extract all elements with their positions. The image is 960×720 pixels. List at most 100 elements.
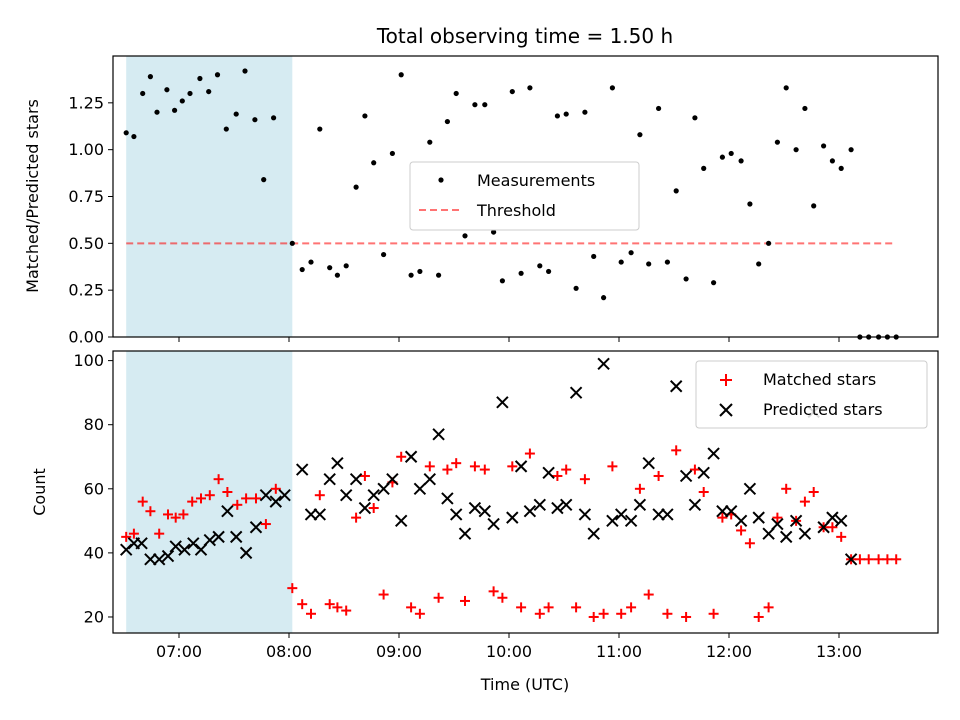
measurement-point xyxy=(609,85,616,91)
legend-label-threshold: Threshold xyxy=(476,201,556,220)
measurement-point xyxy=(802,105,808,112)
top-y-tick-label: 0.25 xyxy=(68,281,104,300)
x-tick-label: 11:00 xyxy=(596,642,642,661)
matched-stars-point xyxy=(626,602,637,613)
matched-stars-point xyxy=(178,509,189,520)
legend-marker-matched-stars xyxy=(720,374,732,386)
top-x-axis xyxy=(178,337,840,342)
measurement-point xyxy=(783,85,789,91)
predicted-stars-point xyxy=(679,469,693,483)
matched-stars-point xyxy=(561,464,572,475)
predicted-stars-point xyxy=(239,546,253,560)
measurement-point xyxy=(491,229,497,235)
predicted-stars-point xyxy=(441,492,454,505)
predicted-stars-point xyxy=(468,501,482,515)
matched-stars-point xyxy=(662,608,673,619)
measurement-point xyxy=(811,203,817,209)
measurement-point xyxy=(692,115,698,121)
measurement-point xyxy=(453,90,459,97)
predicted-stars-point xyxy=(323,472,336,486)
measurement-point xyxy=(838,165,844,171)
predicted-stars-point xyxy=(349,472,363,486)
measurement-point xyxy=(683,276,689,282)
matched-stars-point xyxy=(516,602,527,613)
predicted-stars-point xyxy=(404,450,418,463)
matched-stars-point xyxy=(653,470,664,481)
predicted-stars-point xyxy=(652,508,665,521)
measurement-point xyxy=(701,165,707,171)
measurement-point xyxy=(563,111,569,117)
top-y-axis-label: Matched/Predicted stars xyxy=(23,99,42,293)
measurement-point xyxy=(766,240,772,246)
predicted-stars-point xyxy=(614,508,628,521)
bottom-data-layer xyxy=(119,357,902,622)
bottom-y-tick-label: 40 xyxy=(84,543,104,562)
x-tick-label: 07:00 xyxy=(156,642,202,661)
measurement-point xyxy=(308,259,314,265)
matched-stars-point xyxy=(763,602,774,613)
predicted-stars-point xyxy=(506,511,519,524)
matched-stars-point xyxy=(469,461,480,472)
measurement-point xyxy=(527,85,533,91)
legend-marker-predicted-stars xyxy=(719,403,733,417)
predicted-stars-point xyxy=(743,482,757,496)
predicted-stars-point xyxy=(734,514,748,528)
matched-stars-point xyxy=(616,608,627,619)
predicted-stars-point xyxy=(779,530,793,544)
legend-marker-measurements xyxy=(438,177,444,183)
matched-stars-point xyxy=(698,487,709,497)
matched-stars-point xyxy=(187,496,198,507)
predicted-stars-point xyxy=(578,508,592,521)
matched-stars-point xyxy=(634,483,645,494)
matched-stars-point xyxy=(552,470,563,481)
measurement-point xyxy=(848,147,854,153)
measurement-point xyxy=(509,88,515,95)
predicted-stars-point xyxy=(203,533,217,547)
measurement-point xyxy=(546,268,552,275)
matched-stars-point xyxy=(736,525,747,536)
predicted-stars-point xyxy=(413,482,427,496)
predicted-stars-point xyxy=(423,472,437,486)
matched-stars-point xyxy=(671,445,682,456)
bottom-x-axis: 07:00 08:00 09:00 10:00 11:00 12:00 13:00 xyxy=(156,633,862,661)
matched-stars-point xyxy=(781,483,792,494)
predicted-stars-point xyxy=(278,488,291,502)
measurement-point xyxy=(518,270,524,276)
measurement-point xyxy=(637,132,643,138)
bottom-legend-box xyxy=(695,360,928,429)
matched-stars-point xyxy=(442,464,453,475)
matched-stars-point xyxy=(772,512,783,523)
predicted-stars-point xyxy=(449,508,463,521)
top-y-tick-label: 0.75 xyxy=(68,187,104,206)
matched-stars-point xyxy=(588,611,599,622)
predicted-stars-point xyxy=(386,472,399,486)
measurement-point xyxy=(601,295,607,301)
measurement-point xyxy=(187,90,193,97)
measurement-point xyxy=(252,117,258,123)
matched-stars-point xyxy=(681,611,692,622)
measurement-point xyxy=(747,201,753,207)
predicted-stars-point xyxy=(358,501,372,515)
bottom-legend: Matched stars Predicted stars xyxy=(695,360,928,429)
predicted-stars-point xyxy=(144,553,157,566)
measurement-point xyxy=(728,150,734,157)
predicted-stars-point xyxy=(542,466,555,479)
matched-stars-point xyxy=(359,470,370,481)
measurement-point xyxy=(389,150,395,157)
measurement-point xyxy=(206,88,212,95)
predicted-stars-point xyxy=(661,508,674,521)
measurement-point xyxy=(334,272,340,278)
matched-stars-point xyxy=(137,496,148,507)
predicted-stars-point xyxy=(789,514,803,528)
matched-stars-point xyxy=(414,608,425,619)
x-tick-label: 08:00 xyxy=(266,642,312,661)
top-panel: 0.00 0.25 0.50 0.75 1.00 1.25 Matched/Predict… xyxy=(23,55,939,347)
matched-stars-point xyxy=(332,602,343,613)
matched-stars-point xyxy=(251,493,261,504)
predicted-stars-point xyxy=(169,540,182,553)
predicted-stars-point xyxy=(597,357,610,371)
measurement-point xyxy=(646,261,652,267)
matched-stars-point xyxy=(854,554,865,565)
bottom-y-tick-label: 20 xyxy=(84,607,104,626)
